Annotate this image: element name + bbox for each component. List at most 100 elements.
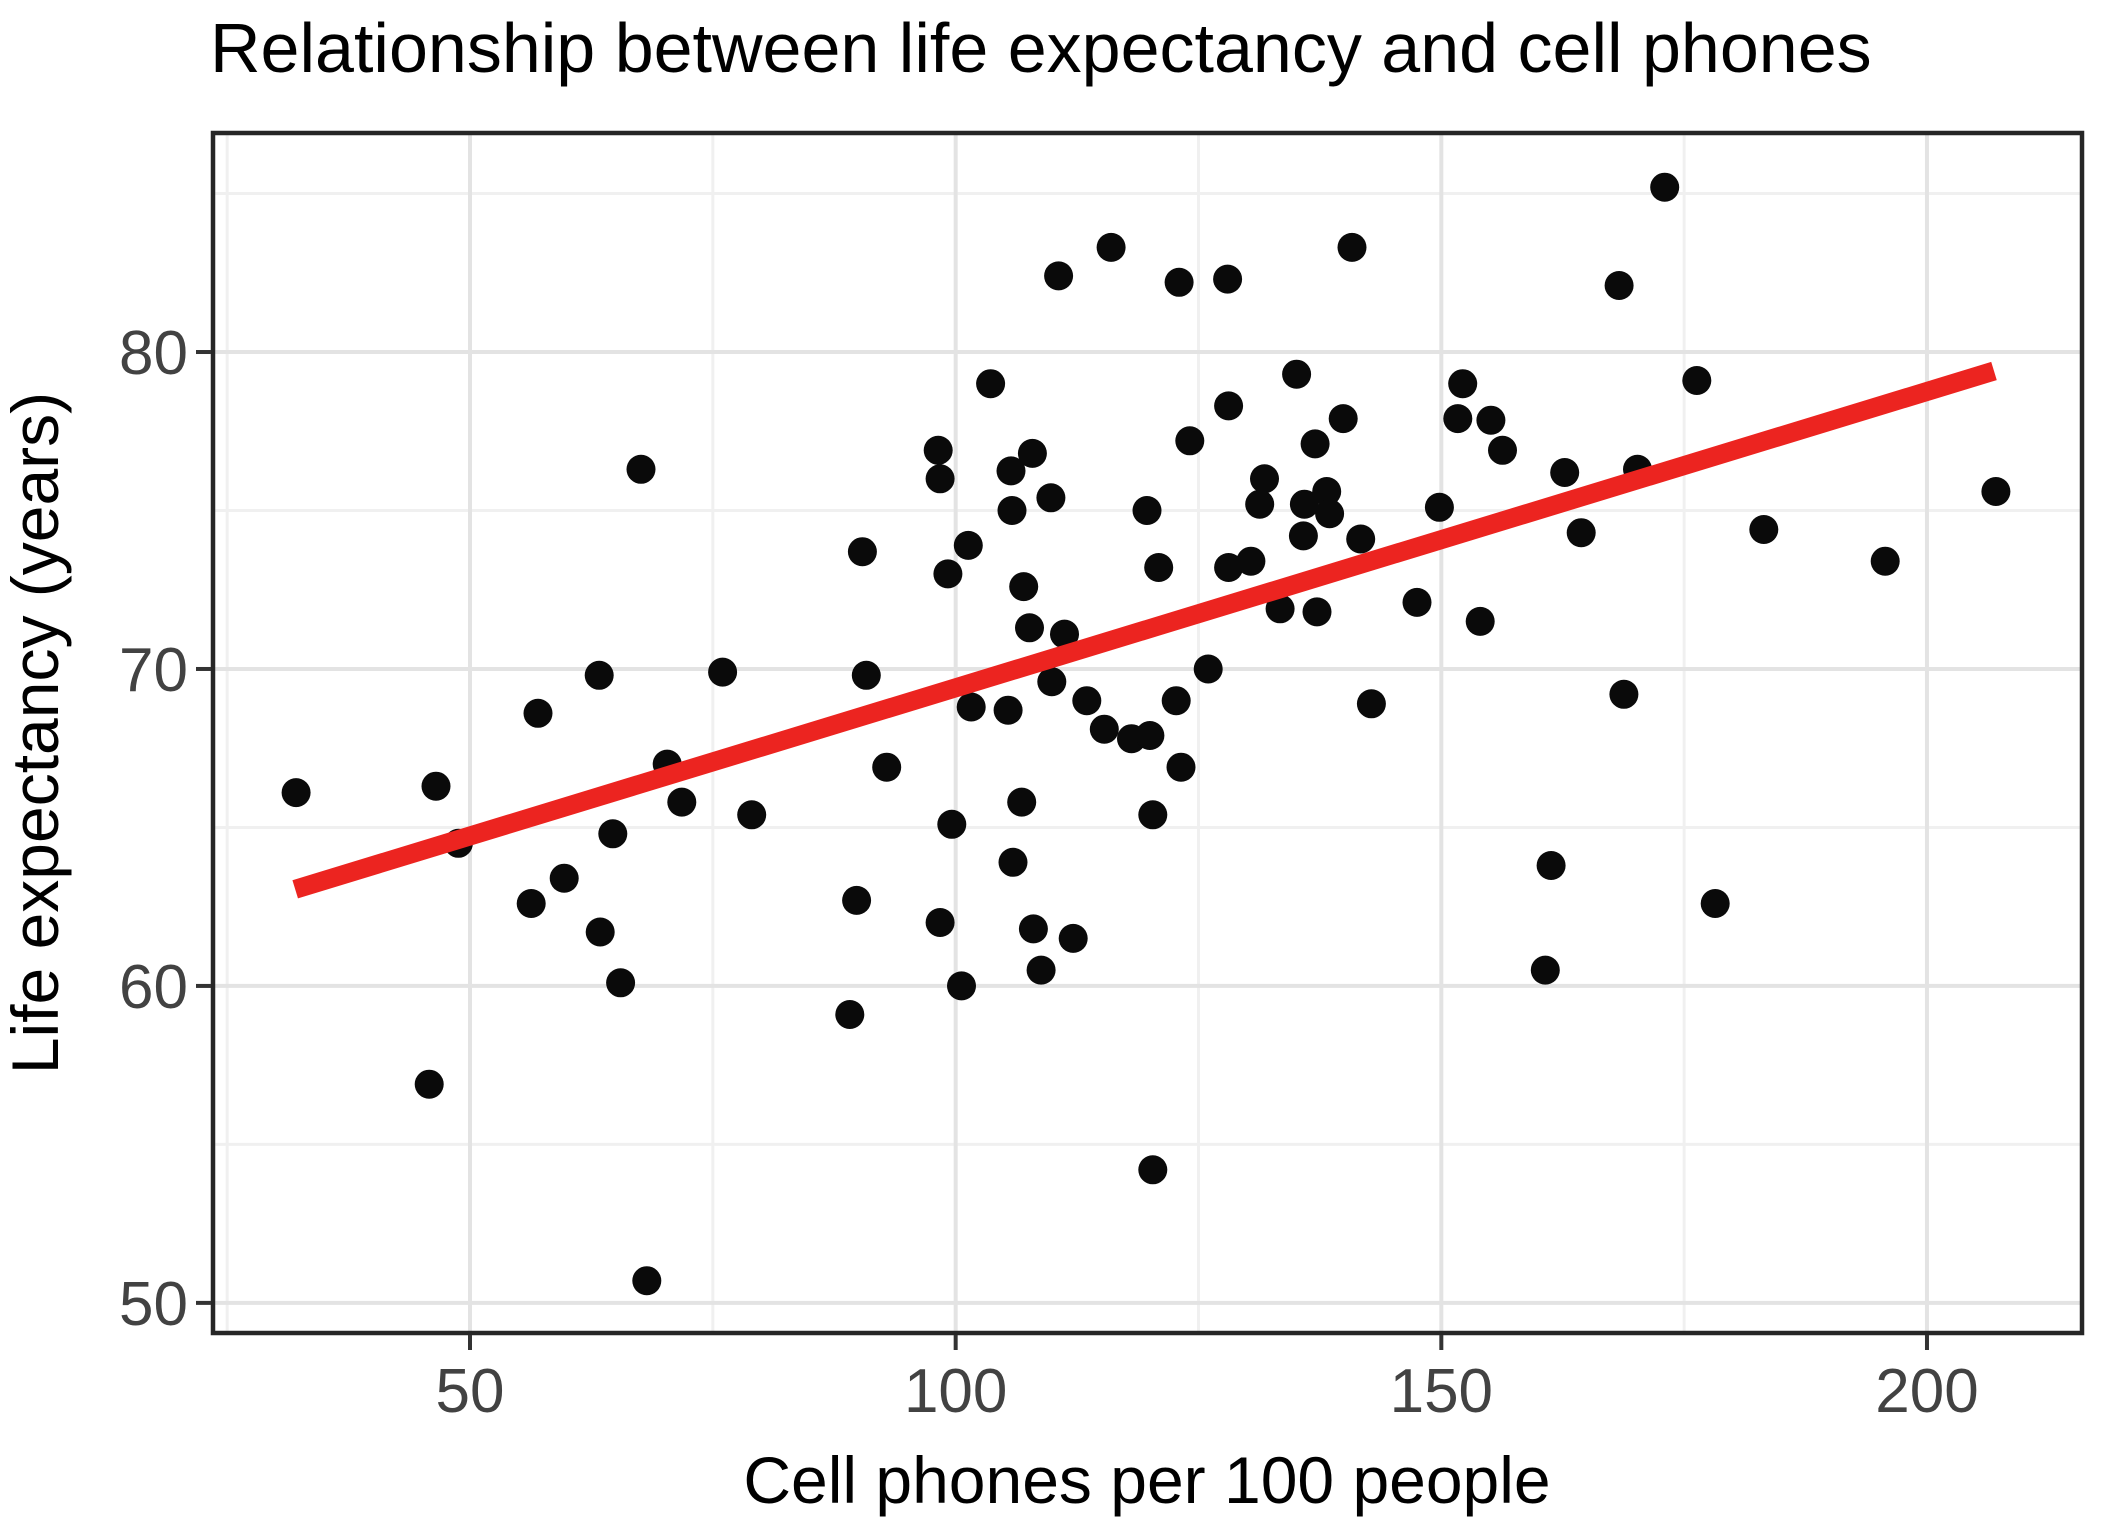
data-point [1089, 714, 1119, 744]
data-point [842, 885, 872, 915]
panel-border [210, 130, 2085, 1336]
data-point [872, 752, 902, 782]
y-axis-title: Life expectancy (years) [0, 392, 72, 1074]
data-point [1337, 232, 1367, 262]
data-point [737, 800, 767, 830]
data-point [1530, 955, 1560, 985]
data-point [1302, 597, 1332, 627]
data-point [1166, 752, 1196, 782]
data-point [1870, 546, 1900, 576]
data-point [1213, 264, 1243, 294]
data-point [667, 787, 697, 817]
data-point [847, 537, 877, 567]
data-point [1050, 619, 1079, 649]
data-point [516, 889, 546, 918]
data-point [937, 809, 967, 839]
data-point [998, 847, 1028, 877]
data-point [1356, 689, 1386, 719]
data-point [1550, 458, 1580, 487]
data-point [1289, 489, 1319, 519]
data-point [835, 1000, 865, 1029]
x-tick-label: 200 [1875, 1357, 1978, 1426]
data-point [1981, 477, 2011, 506]
data-point [1007, 787, 1037, 817]
data-point [1288, 521, 1318, 551]
data-point [956, 692, 986, 722]
data-point [1175, 426, 1205, 456]
data-point [414, 1069, 444, 1099]
data-point [708, 657, 738, 687]
x-axis-title: Cell phones per 100 people [743, 1443, 1550, 1517]
x-tick-label: 100 [904, 1357, 1007, 1426]
data-point [1749, 515, 1779, 544]
data-point [1609, 679, 1639, 709]
data-point [851, 660, 881, 690]
data-layer [281, 172, 2011, 1296]
axes-layer: 50 100 150 200 50 60 70 80 [119, 130, 2085, 1426]
data-point [1402, 587, 1432, 617]
data-point [1009, 572, 1039, 602]
data-point [1026, 955, 1056, 985]
data-point [953, 530, 983, 560]
data-point [1566, 518, 1596, 548]
data-point [1312, 477, 1342, 506]
data-point [993, 695, 1023, 725]
data-point [1193, 654, 1223, 684]
data-point [1604, 271, 1634, 300]
y-tick-label: 70 [119, 636, 188, 705]
data-point [925, 908, 955, 937]
data-point [1214, 553, 1244, 582]
data-point [1315, 499, 1345, 529]
data-point [925, 464, 955, 494]
data-point [1096, 232, 1126, 262]
data-point [997, 496, 1027, 525]
x-tick-label: 150 [1390, 1357, 1493, 1426]
data-point [1058, 923, 1088, 953]
data-point [1536, 851, 1566, 880]
chart-title: Relationship between life expectancy and… [210, 9, 1872, 87]
data-point [1488, 435, 1517, 465]
y-tick-label: 60 [119, 953, 188, 1022]
data-point [1282, 359, 1312, 389]
data-point [1144, 553, 1174, 582]
y-tick-label: 80 [119, 319, 188, 388]
data-point [1328, 404, 1358, 434]
data-point [1132, 496, 1162, 525]
data-point [1161, 686, 1191, 716]
data-point [1476, 405, 1506, 435]
data-point [923, 435, 953, 465]
data-point [1036, 483, 1066, 513]
data-point [1138, 800, 1168, 830]
data-point [1236, 546, 1266, 576]
data-point [1448, 369, 1478, 399]
data-point [1682, 366, 1712, 395]
data-point [421, 771, 451, 801]
data-point [1072, 686, 1102, 716]
data-point [1018, 914, 1048, 944]
data-point [1443, 404, 1473, 434]
data-point [1017, 438, 1047, 468]
data-point [1138, 1155, 1168, 1185]
data-point [1164, 267, 1194, 297]
trend-line [292, 361, 1997, 899]
data-point [1465, 606, 1495, 636]
data-point [1135, 721, 1165, 750]
data-point [585, 917, 615, 947]
data-point [1300, 429, 1330, 459]
data-point [281, 778, 311, 808]
data-point [626, 454, 656, 484]
data-point [996, 456, 1026, 486]
data-point [1015, 613, 1044, 643]
data-point [584, 660, 614, 690]
data-point [1700, 889, 1730, 918]
data-point [523, 698, 553, 728]
data-point [549, 863, 579, 893]
data-point [1214, 391, 1244, 421]
data-point [1044, 261, 1074, 291]
data-point [598, 819, 628, 849]
data-point [1346, 524, 1376, 554]
data-point [1424, 492, 1454, 522]
data-point [1245, 489, 1275, 519]
